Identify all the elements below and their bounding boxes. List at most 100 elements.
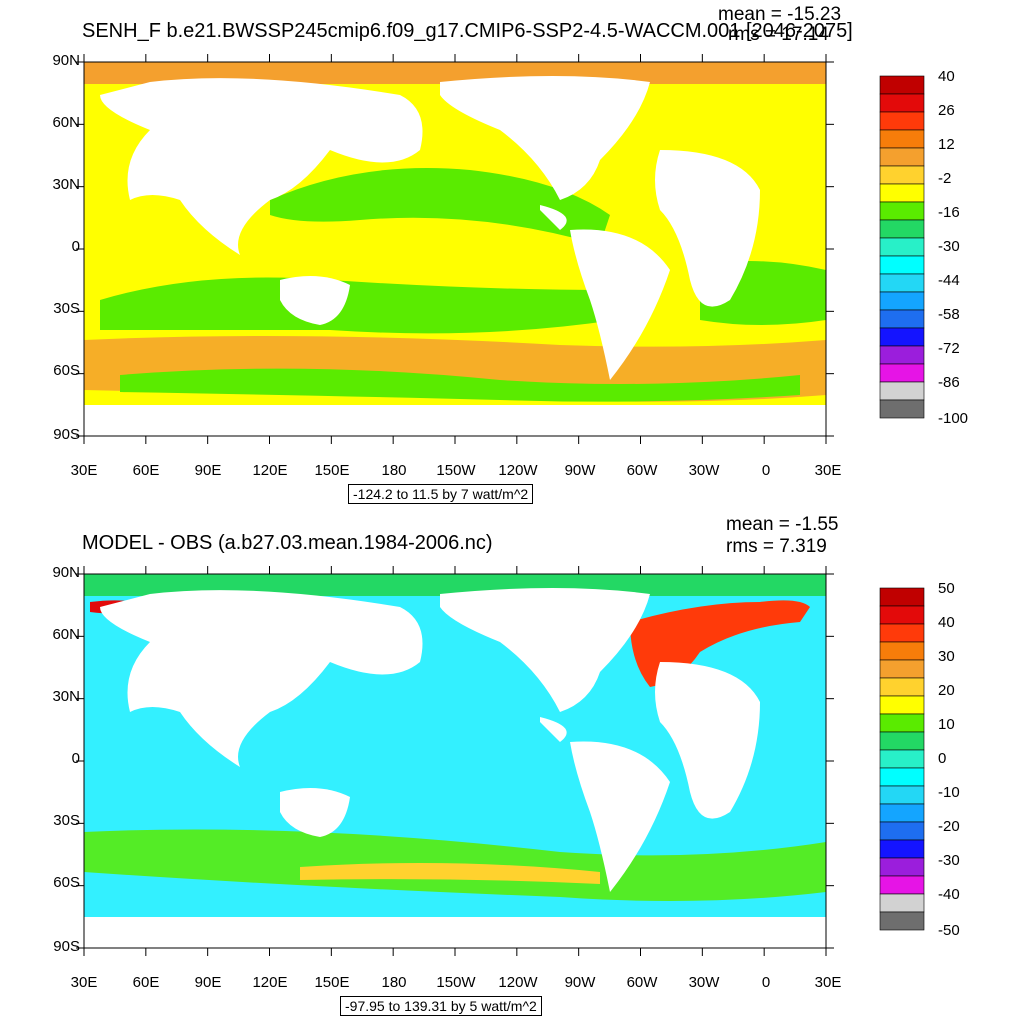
- bottom-colorbar-label: 50: [938, 580, 955, 597]
- bottom-panel: MODEL - OBS (a.b27.03.mean.1984-2006.nc)…: [0, 512, 1024, 1024]
- bottom-colorbar-label: 0: [938, 750, 947, 767]
- top-north-pacific-band: [270, 168, 610, 245]
- bottom-colorbar-swatch: [879, 713, 925, 733]
- bottom-lon-tick: 180: [381, 974, 407, 991]
- bottom-lat-tick: 30N: [52, 688, 80, 705]
- bottom-colorbar-swatch: [879, 659, 925, 679]
- bottom-lat-tick: 30S: [53, 812, 80, 829]
- bottom-colorbar-swatch: [879, 623, 925, 643]
- top-lat-tick: 90S: [53, 426, 80, 443]
- bottom-lon-tick: 150W: [436, 974, 476, 991]
- top-north-america: [440, 76, 650, 200]
- bottom-colorbar-label: 40: [938, 614, 955, 631]
- top-lon-tick: 60E: [132, 462, 160, 479]
- bottom-lon-tick: 120E: [252, 974, 288, 991]
- bottom-lon-tick: 60W: [626, 974, 658, 991]
- bottom-colorbar: [879, 587, 925, 931]
- bottom-antarctica: [84, 917, 826, 948]
- bottom-colorbar-swatch: [879, 785, 925, 805]
- top-lat-tick: 60N: [52, 114, 80, 131]
- bottom-colorbar-label: -30: [938, 852, 960, 869]
- top-colorbar-label: -100: [938, 410, 969, 427]
- bottom-colorbar-label: 30: [938, 648, 955, 665]
- bottom-colorbar-swatch: [879, 587, 925, 607]
- top-colorbar-label: -58: [938, 306, 960, 323]
- bottom-colorbar-swatch: [879, 677, 925, 697]
- bottom-eurasia: [100, 590, 423, 767]
- top-colorbar-label: 40: [938, 68, 955, 85]
- top-rms-label: rms = 17.14: [728, 24, 829, 45]
- bottom-mean-label: mean = -1.55: [726, 514, 839, 535]
- top-colorbar-swatch: [879, 129, 925, 149]
- bottom-lon-tick: 60E: [132, 974, 160, 991]
- bottom-colorbar-label: -20: [938, 818, 960, 835]
- bottom-range-label: -97.95 to 139.31 by 5 watt/m^2: [340, 996, 542, 1016]
- bottom-colorbar-swatch: [879, 839, 925, 859]
- bottom-lon-tick: 120W: [498, 974, 538, 991]
- bottom-colorbar-swatch: [879, 875, 925, 895]
- bottom-lat-tick: 90N: [52, 564, 80, 581]
- bottom-north-america: [440, 588, 650, 712]
- top-colorbar-label: -30: [938, 238, 960, 255]
- top-colorbar-swatch: [879, 75, 925, 95]
- top-colorbar-swatch: [879, 165, 925, 185]
- top-lon-tick: 150E: [314, 462, 350, 479]
- bottom-colorbar-swatch: [879, 749, 925, 769]
- bottom-colorbar-swatch: [879, 695, 925, 715]
- bottom-colorbar-swatch: [879, 803, 925, 823]
- top-lon-tick: 30E: [70, 462, 98, 479]
- top-colorbar-swatch: [879, 255, 925, 275]
- top-lon-tick: 120E: [252, 462, 288, 479]
- bottom-lat-tick: 0: [71, 750, 80, 767]
- top-range-label: -124.2 to 11.5 by 7 watt/m^2: [348, 484, 534, 504]
- top-lon-tick: 30W: [688, 462, 720, 479]
- top-lon-tick: 30E: [814, 462, 842, 479]
- bottom-lon-tick: 0: [761, 974, 771, 991]
- top-lon-tick: 150W: [436, 462, 476, 479]
- top-colorbar-swatch: [879, 93, 925, 113]
- bottom-south-america: [570, 741, 670, 892]
- top-lat-tick: 0: [71, 238, 80, 255]
- top-lon-tick: 90W: [564, 462, 596, 479]
- top-lat-tick: 90N: [52, 52, 80, 69]
- top-arctic-band: [84, 62, 826, 84]
- top-antarctica: [84, 405, 826, 436]
- bottom-central-america: [540, 717, 567, 742]
- bottom-lat-tick: 60S: [53, 874, 80, 891]
- top-lon-tick: 90E: [194, 462, 222, 479]
- top-colorbar-swatch: [879, 237, 925, 257]
- bottom-colorbar-label: -10: [938, 784, 960, 801]
- bottom-colorbar-label: 10: [938, 716, 955, 733]
- top-lon-tick: 120W: [498, 462, 538, 479]
- top-colorbar-label: -44: [938, 272, 960, 289]
- bottom-africa: [655, 662, 760, 819]
- top-south-band: [100, 277, 615, 334]
- bottom-colorbar-label: 20: [938, 682, 955, 699]
- top-colorbar-label: 12: [938, 136, 955, 153]
- top-colorbar-swatch: [879, 399, 925, 419]
- bottom-colorbar-swatch: [879, 821, 925, 841]
- top-central-america: [540, 205, 567, 230]
- top-colorbar-label: -2: [938, 170, 952, 187]
- top-africa: [655, 150, 760, 307]
- bottom-colorbar-label: -40: [938, 886, 960, 903]
- top-colorbar-label: -72: [938, 340, 960, 357]
- top-colorbar-swatch: [879, 147, 925, 167]
- top-colorbar-swatch: [879, 219, 925, 239]
- top-colorbar-swatch: [879, 111, 925, 131]
- top-colorbar-swatch: [879, 381, 925, 401]
- top-lat-tick: 60S: [53, 362, 80, 379]
- top-colorbar-swatch: [879, 273, 925, 293]
- bottom-colorbar-swatch: [879, 767, 925, 787]
- bottom-colorbar-label: -50: [938, 922, 960, 939]
- top-australia: [280, 276, 350, 325]
- bottom-lon-tick: 30W: [688, 974, 720, 991]
- top-colorbar-swatch: [879, 309, 925, 329]
- bottom-colorbar-swatch: [879, 857, 925, 877]
- bottom-lon-tick: 150E: [314, 974, 350, 991]
- bottom-colorbar-swatch: [879, 911, 925, 931]
- top-colorbar-swatch: [879, 327, 925, 347]
- top-colorbar-label: -16: [938, 204, 960, 221]
- bottom-lon-tick: 90E: [194, 974, 222, 991]
- bottom-colorbar-swatch: [879, 605, 925, 625]
